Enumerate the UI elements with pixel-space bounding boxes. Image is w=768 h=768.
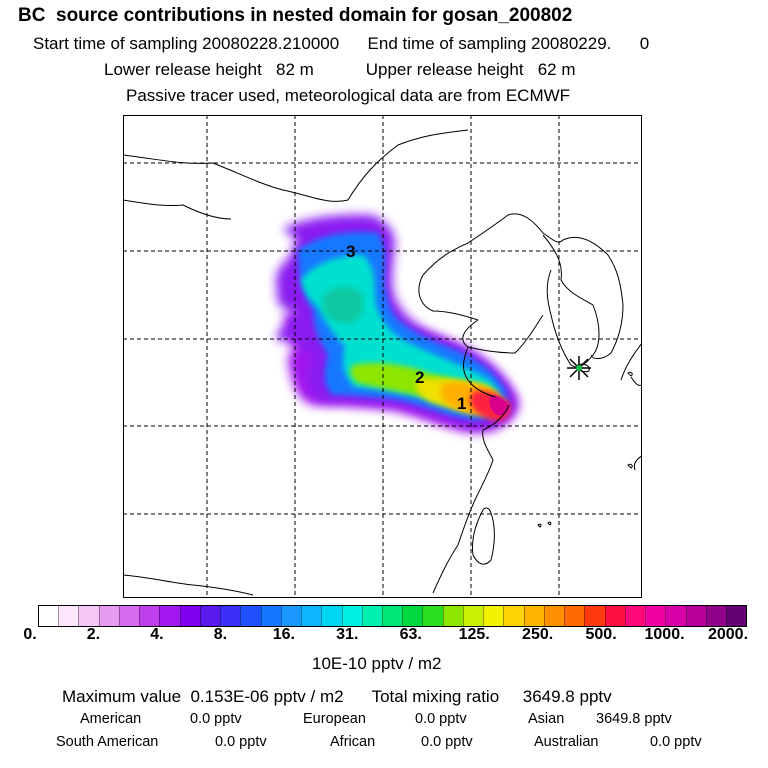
map-frame — [123, 115, 642, 598]
colorbar-swatch — [645, 606, 666, 626]
colorbar-swatch — [685, 606, 706, 626]
region-label-african: African — [330, 734, 376, 750]
plot-title: BC source contributions in nested domain… — [18, 5, 573, 26]
colorbar-swatch — [179, 606, 200, 626]
plume-peak — [489, 395, 509, 416]
colorbar-tick-label: 31. — [336, 626, 359, 643]
colorbar-tick-label: 8. — [213, 626, 228, 643]
colorbar-swatch — [199, 606, 221, 626]
region-value-australian: 0.0 pptv — [650, 734, 702, 750]
plume-green-patch — [323, 286, 363, 324]
colorbar-swatch — [220, 606, 241, 626]
colorbar-swatches — [39, 606, 747, 626]
colorbar-swatch — [483, 606, 504, 626]
colorbar-tick-label: 500. — [585, 626, 617, 643]
colorbar-swatch — [301, 606, 322, 626]
gridlines — [123, 115, 642, 598]
colorbar-swatch — [604, 606, 625, 626]
colorbar-tick-label: 125. — [458, 626, 490, 643]
colorbar-swatch — [584, 606, 605, 626]
colorbar-swatch — [341, 606, 362, 626]
colorbar-swatch — [402, 606, 423, 626]
source-label-3: 3 — [346, 242, 355, 261]
colorbar-swatch — [260, 606, 281, 626]
colorbar-swatch — [58, 606, 79, 626]
colorbar-swatch — [321, 606, 342, 626]
region-label-south-american: South American — [56, 734, 159, 750]
sampling-time-line: Start time of sampling 20080228.210000 E… — [33, 34, 650, 53]
colorbar — [38, 605, 747, 627]
colorbar-swatch — [564, 606, 585, 626]
region-label-european: European — [303, 711, 366, 727]
colorbar-swatch — [118, 606, 140, 626]
coastlines — [123, 129, 642, 596]
colorbar-swatch — [361, 606, 382, 626]
colorbar-swatch — [665, 606, 686, 626]
asterisk-star-icon — [567, 356, 591, 380]
colorbar-swatch — [543, 606, 565, 626]
region-value-american: 0.0 pptv — [190, 711, 242, 727]
colorbar-swatch — [725, 606, 747, 626]
colorbar-swatch — [503, 606, 524, 626]
colorbar-swatch — [523, 606, 544, 626]
colorbar-swatch — [39, 606, 59, 626]
region-value-asian: 3649.8 pptv — [596, 711, 672, 727]
colorbar-swatch — [159, 606, 180, 626]
colorbar-tick-label: 250. — [522, 626, 554, 643]
tracer-info-line: Passive tracer used, meteorological data… — [126, 86, 571, 105]
colorbar-swatch — [442, 606, 463, 626]
colorbar-tick-label: 1000. — [644, 626, 685, 643]
max-value-line: Maximum value 0.153E-06 pptv / m2 Total … — [62, 687, 612, 706]
region-value-south-american: 0.0 pptv — [215, 734, 267, 750]
colorbar-swatch — [78, 606, 99, 626]
region-label-australian: Australian — [534, 734, 599, 750]
colorbar-tick-label: 4. — [150, 626, 164, 643]
colorbar-swatch — [422, 606, 443, 626]
region-value-african: 0.0 pptv — [421, 734, 473, 750]
colorbar-swatch — [240, 606, 261, 626]
colorbar-swatch — [98, 606, 119, 626]
colorbar-tick-label: 2000. — [707, 626, 749, 643]
source-contribution-map: 3 2 1 — [123, 115, 642, 598]
region-label-asian: Asian — [528, 711, 565, 727]
release-height-line: Lower release height 82 m Upper release … — [104, 60, 576, 79]
colorbar-swatch — [624, 606, 646, 626]
colorbar-swatch — [705, 606, 726, 626]
colorbar-tick-label: 0. — [23, 626, 37, 643]
colorbar-tick-label: 16. — [272, 626, 295, 643]
colorbar-swatch — [280, 606, 302, 626]
region-value-european: 0.0 pptv — [415, 711, 467, 727]
source-label-2: 2 — [415, 368, 424, 387]
colorbar-tick-label: 63. — [399, 626, 422, 643]
region-label-american: American — [80, 711, 142, 727]
colorbar-swatch — [139, 606, 160, 626]
colorbar-tick-label: 2. — [86, 626, 101, 643]
colorbar-swatch — [462, 606, 484, 626]
colorbar-units: 10E-10 pptv / m2 — [312, 654, 442, 673]
source-label-1: 1 — [457, 394, 466, 413]
colorbar-swatch — [381, 606, 403, 626]
